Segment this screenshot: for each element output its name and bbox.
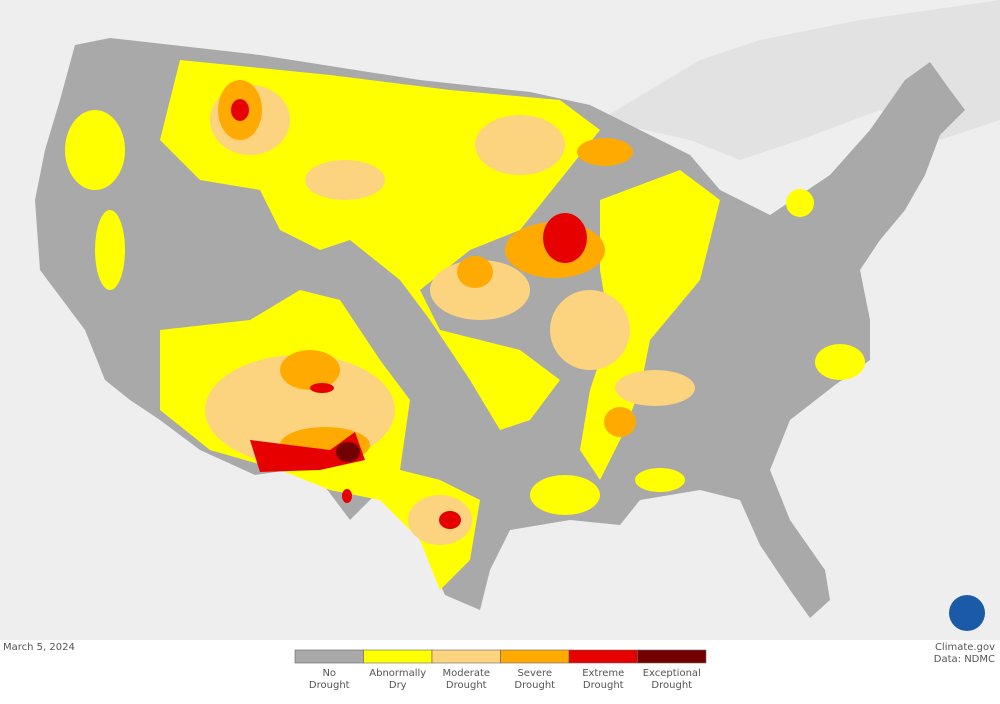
drought-area xyxy=(577,138,633,166)
drought-area xyxy=(310,383,334,393)
legend-label: Drought xyxy=(583,680,624,691)
drought-area xyxy=(604,407,636,437)
drought-area xyxy=(457,256,493,288)
drought-area xyxy=(530,475,600,515)
drought-area xyxy=(475,115,565,175)
legend-swatch xyxy=(363,649,433,664)
drought-area xyxy=(231,99,249,121)
drought-area xyxy=(543,213,587,263)
drought-area xyxy=(550,290,630,370)
date-label: March 5, 2024 xyxy=(3,642,75,653)
legend-swatch xyxy=(568,649,638,664)
drought-area xyxy=(635,468,685,492)
legend-label: Extreme xyxy=(582,668,624,679)
legend-swatch xyxy=(500,649,570,664)
noaa-logo xyxy=(949,595,985,631)
credit-label: Data: NDMC xyxy=(934,654,995,665)
legend-label: Exceptional xyxy=(643,668,701,679)
drought-area xyxy=(280,350,340,390)
drought-area xyxy=(342,489,352,503)
legend-label: Severe xyxy=(517,668,552,679)
drought-area xyxy=(250,432,365,472)
legend-label: Moderate xyxy=(442,668,490,679)
drought-area xyxy=(580,170,720,480)
legend-label: Drought xyxy=(446,680,487,691)
legend: NoDroughtAbnormallyDryModerateDroughtSev… xyxy=(294,649,707,691)
drought-area xyxy=(430,260,530,320)
legend-swatch xyxy=(294,649,364,664)
legend-label: Drought xyxy=(514,680,555,691)
legend-label: Abnormally xyxy=(369,668,426,679)
legend-label: Dry xyxy=(389,680,407,691)
legend-label: Drought xyxy=(309,680,350,691)
drought-area xyxy=(615,370,695,406)
drought-area xyxy=(786,189,814,217)
drought-area xyxy=(305,160,385,200)
drought-area xyxy=(65,110,125,190)
drought-area xyxy=(95,210,125,290)
legend-swatch xyxy=(637,649,707,664)
drought-area xyxy=(336,442,360,462)
legend-swatch xyxy=(431,649,501,664)
drought-area xyxy=(815,344,865,380)
credit-label: Climate.gov xyxy=(935,642,995,653)
legend-label: Drought xyxy=(651,680,692,691)
legend-label: No xyxy=(322,668,336,679)
drought-area xyxy=(439,511,461,529)
